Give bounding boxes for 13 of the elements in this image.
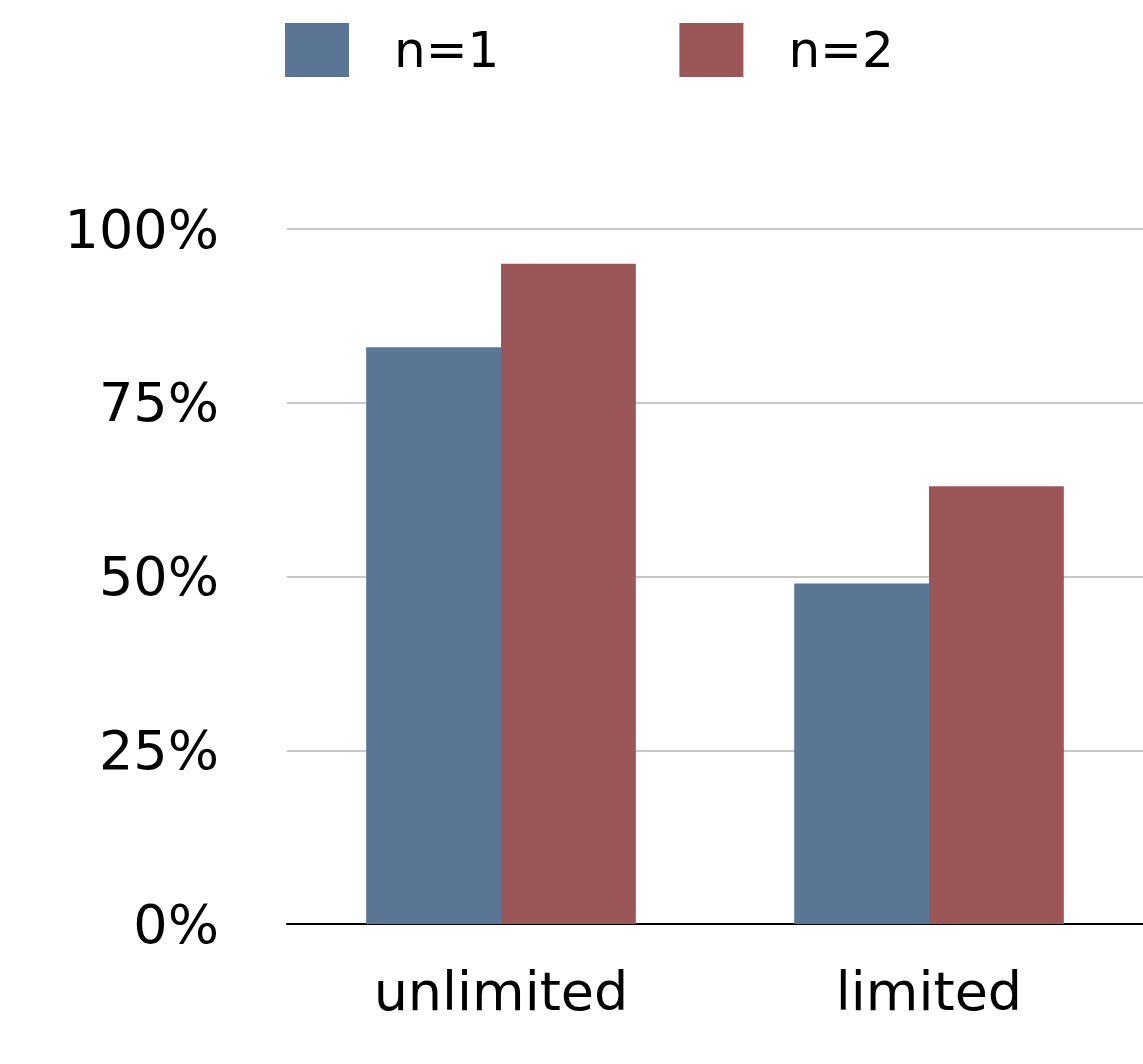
y-tick-label: 25% xyxy=(98,718,219,782)
y-tick-label: 0% xyxy=(133,892,219,956)
legend-label: n=1 xyxy=(394,21,500,79)
x-tick-label: unlimited xyxy=(373,959,629,1023)
legend-label: n=2 xyxy=(788,21,894,79)
bar xyxy=(501,263,636,924)
bar xyxy=(794,583,929,924)
y-tick-label: 100% xyxy=(64,197,219,261)
bar xyxy=(929,486,1064,924)
y-tick-label: 50% xyxy=(98,545,219,608)
bar xyxy=(366,347,501,924)
y-tick-label: 75% xyxy=(98,371,219,435)
x-tick-label: limited xyxy=(835,959,1023,1023)
